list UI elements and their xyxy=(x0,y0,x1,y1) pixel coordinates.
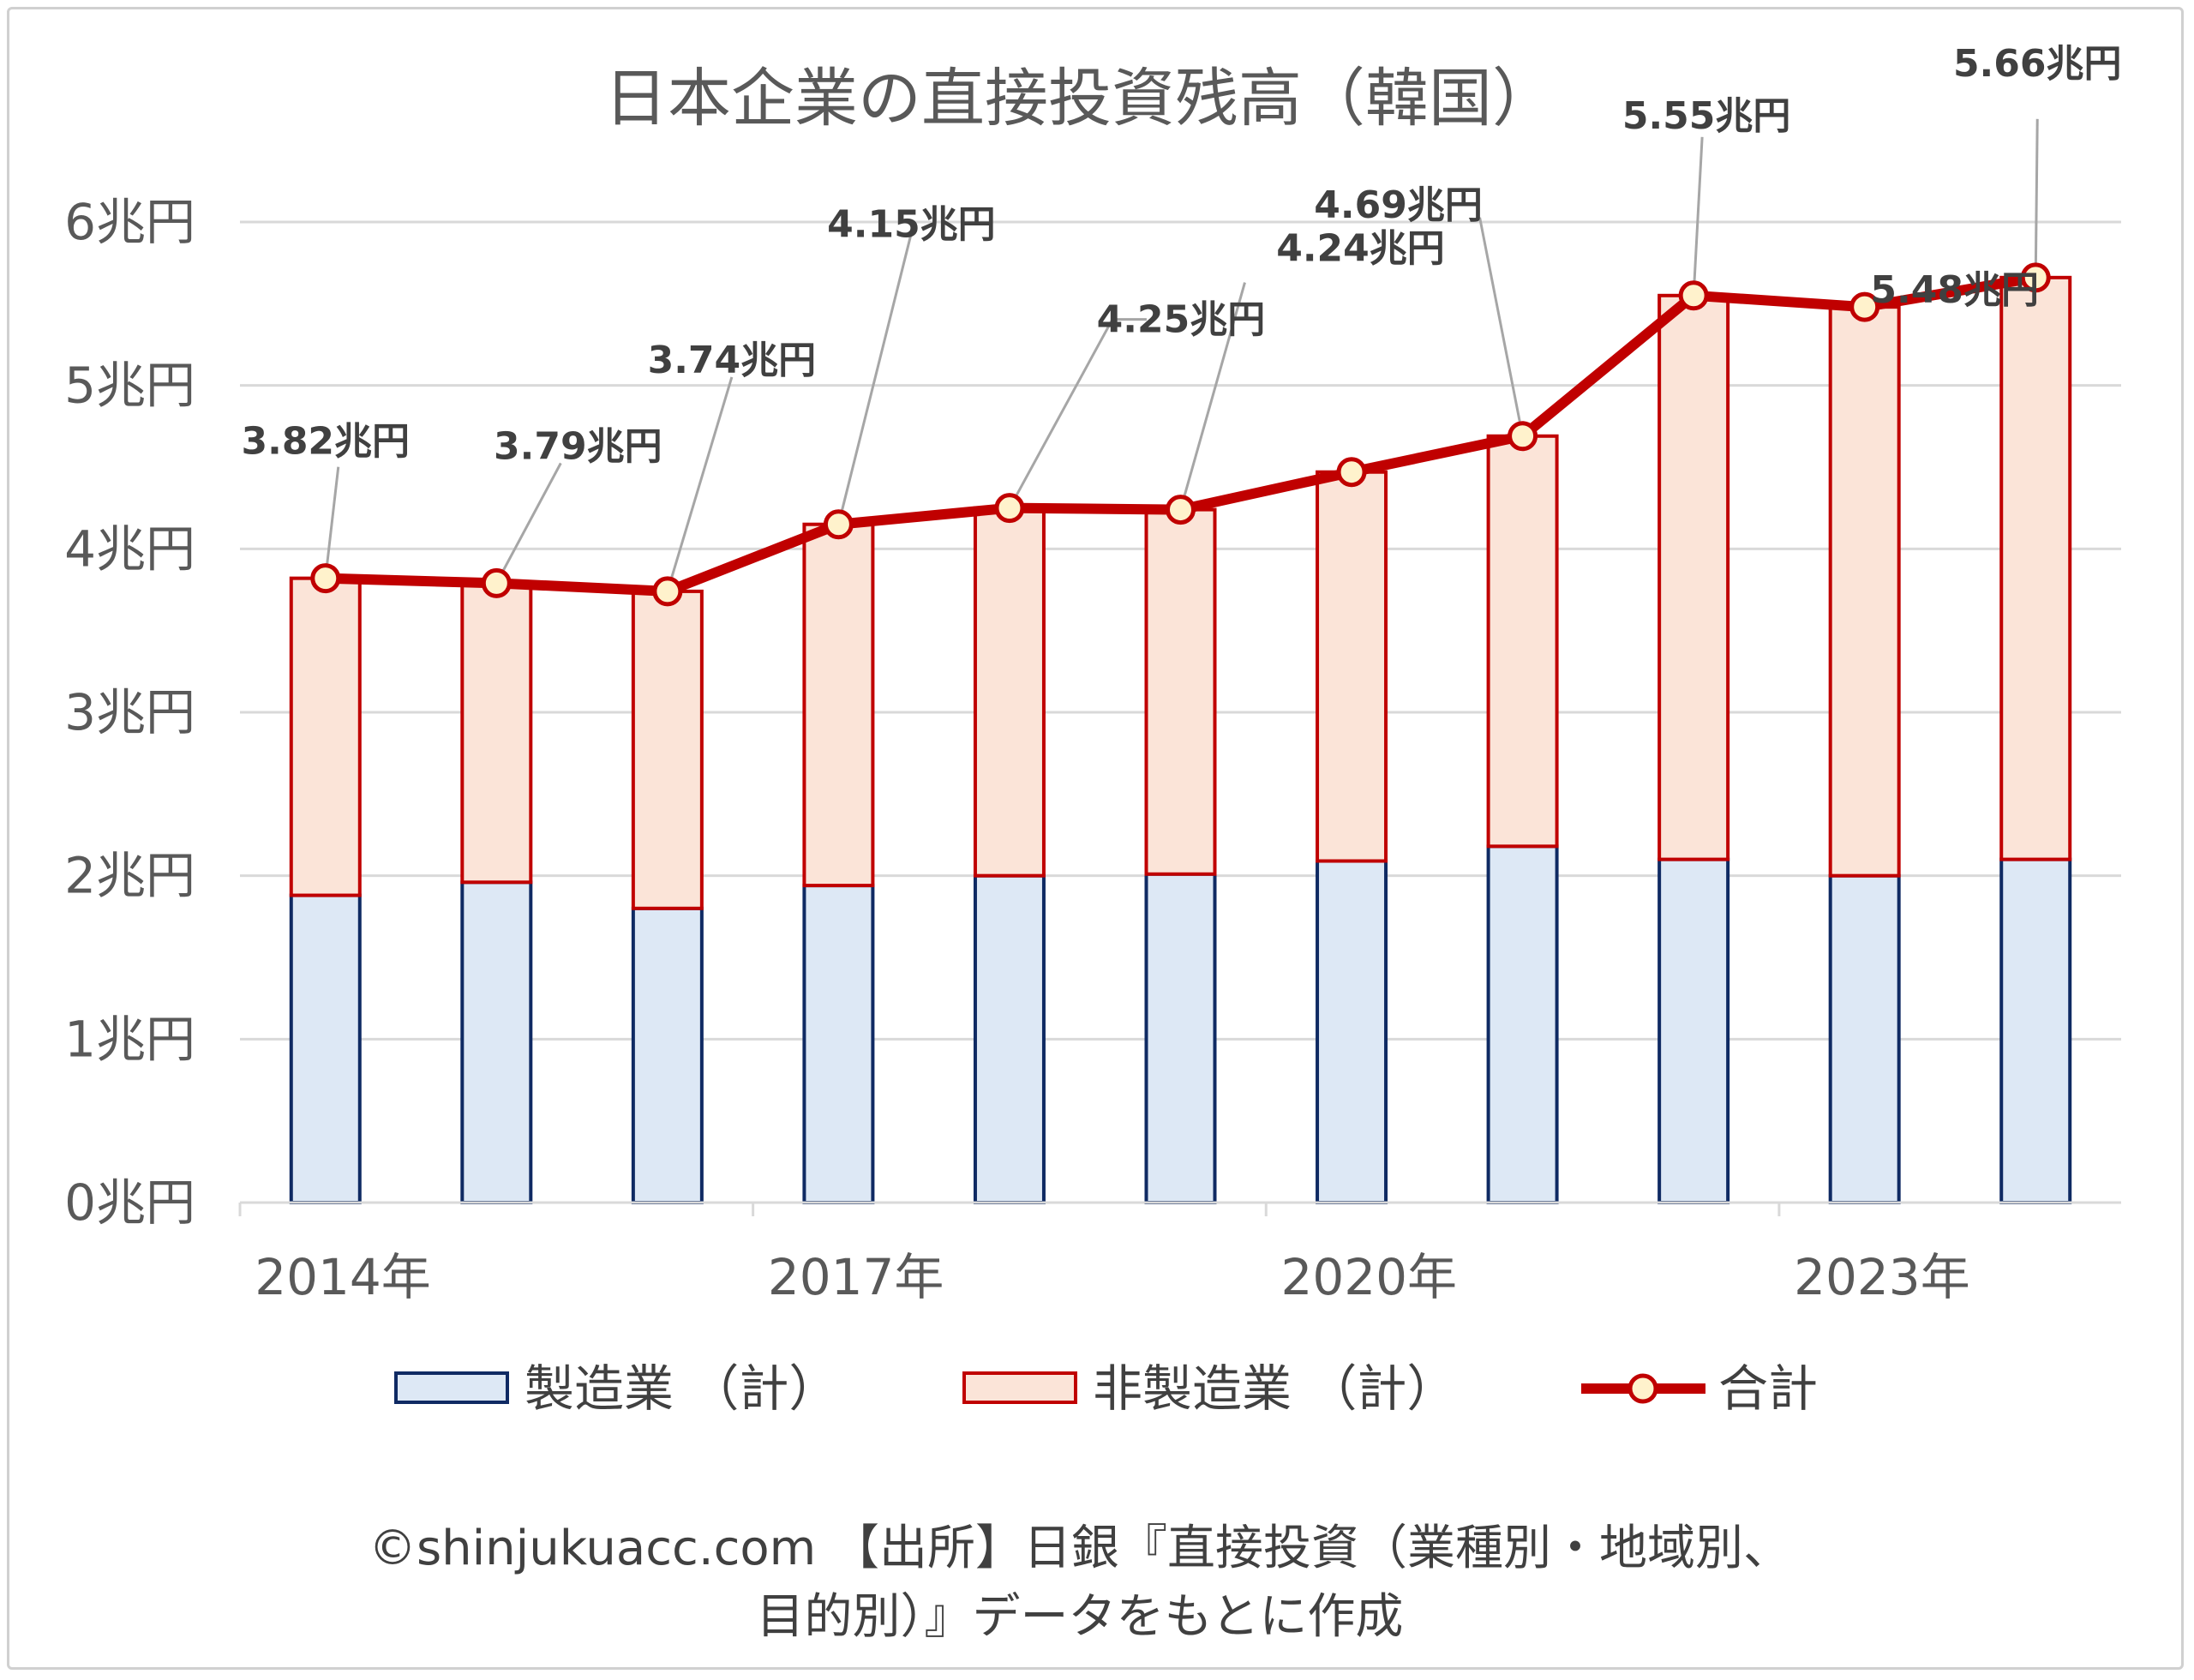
legend: 製造業 （計） 非製造業 （計） 合計 xyxy=(394,1359,1818,1418)
data-label: 4.69兆円 xyxy=(1314,183,1483,227)
bar-manufacturing xyxy=(1999,857,2072,1204)
bar-non-manufacturing xyxy=(973,506,1046,878)
bar-non-manufacturing xyxy=(1316,470,1388,863)
leader-line xyxy=(495,462,562,585)
data-label: 4.25兆円 xyxy=(1097,298,1266,342)
total-marker xyxy=(310,563,341,594)
total-marker xyxy=(2020,262,2051,293)
bar-manufacturing xyxy=(631,906,704,1205)
legend-label-non-manufacturing: 非製造業 （計） xyxy=(1093,1359,1456,1418)
x-tick-label: 2017年 xyxy=(768,1248,944,1306)
y-tick-label: 0兆円 xyxy=(64,1173,195,1232)
source-line-2: 目的別）』データをもとに作成 xyxy=(757,1589,1404,1645)
bar-non-manufacturing xyxy=(802,522,875,888)
total-marker xyxy=(1849,291,1880,322)
data-label: 4.24兆円 xyxy=(1276,227,1445,271)
chart-frame xyxy=(7,7,2184,1670)
legend-swatch-manufacturing xyxy=(394,1371,509,1404)
data-labels: 3.82兆円 3.79兆円 3.74兆円 4.15兆円 4.25兆円4.24兆円4.69… xyxy=(241,42,2121,469)
total-marker xyxy=(652,576,683,607)
bar-manufacturing xyxy=(460,880,533,1204)
data-label: 4.15兆円 xyxy=(827,203,996,247)
x-tick-label: 2014年 xyxy=(255,1248,431,1306)
y-tick-label: 2兆円 xyxy=(64,847,195,905)
legend-label-manufacturing: 製造業 （計） xyxy=(525,1359,838,1418)
source-line-1: ©shinjukuacc.com 【出所】日銀『直接投資（業種別・地域別、 xyxy=(369,1521,1791,1576)
chart-title: 日本企業の直接投資残高（韓国） xyxy=(604,62,1556,135)
leader-line xyxy=(1008,318,1147,509)
total-marker xyxy=(1508,421,1538,452)
total-marker xyxy=(1166,495,1196,525)
data-label: 5.66兆円 xyxy=(1953,42,2122,86)
bar-non-manufacturing xyxy=(631,589,704,910)
bars xyxy=(289,275,2072,1205)
y-axis: 0兆円 1兆円 2兆円 3兆円 4兆円 5兆円 6兆円 xyxy=(64,193,195,1232)
bar-manufacturing xyxy=(802,884,875,1205)
y-tick-label: 6兆円 xyxy=(64,193,195,251)
data-label: 5.48兆円 xyxy=(1870,268,2039,312)
bar-non-manufacturing xyxy=(1657,293,1730,861)
leader-line xyxy=(1478,217,1525,437)
x-tick-label: 2023年 xyxy=(1794,1248,1970,1306)
bar-non-manufacturing xyxy=(460,581,533,885)
bar-manufacturing xyxy=(1316,859,1388,1204)
total-marker xyxy=(481,567,512,598)
leader-line xyxy=(324,466,340,579)
data-label: 5.55兆円 xyxy=(1622,94,1791,138)
y-tick-label: 4兆円 xyxy=(64,519,195,578)
bar-manufacturing xyxy=(1486,844,1559,1204)
bar-non-manufacturing xyxy=(1828,305,1901,878)
bar-non-manufacturing xyxy=(289,576,362,897)
y-tick-label: 3兆円 xyxy=(64,683,195,741)
x-tick-label: 2020年 xyxy=(1280,1248,1457,1306)
total-marker xyxy=(1678,280,1709,311)
legend-label-total: 合計 xyxy=(1718,1359,1818,1418)
bar-manufacturing xyxy=(973,873,1046,1205)
leader-line xyxy=(1692,136,1704,296)
total-marker xyxy=(1336,457,1367,488)
bar-manufacturing xyxy=(1828,873,1901,1205)
gridlines xyxy=(240,220,2121,1041)
data-label: 3.74兆円 xyxy=(648,339,817,382)
leader-line xyxy=(1179,282,1246,510)
total-marker xyxy=(823,509,854,540)
bar-manufacturing xyxy=(289,893,362,1204)
total-line xyxy=(310,262,2051,607)
bar-manufacturing xyxy=(1657,857,1730,1204)
legend-marker-total xyxy=(1628,1373,1658,1404)
bar-non-manufacturing xyxy=(1999,275,2072,861)
leader-line xyxy=(836,232,913,525)
data-label: 3.79兆円 xyxy=(494,424,662,468)
leader-lines xyxy=(324,118,2039,592)
x-axis: 2014年 2017年 2020年 2023年 xyxy=(238,1201,2121,1306)
bar-manufacturing xyxy=(1144,872,1217,1204)
data-label: 3.82兆円 xyxy=(241,420,410,464)
bar-non-manufacturing xyxy=(1486,434,1559,849)
y-tick-label: 5兆円 xyxy=(64,357,195,415)
y-tick-label: 1兆円 xyxy=(64,1010,195,1068)
total-marker xyxy=(994,493,1025,524)
leader-line xyxy=(2034,118,2039,278)
leader-line xyxy=(666,376,734,592)
bar-non-manufacturing xyxy=(1144,507,1217,876)
legend-swatch-non-manufacturing xyxy=(962,1371,1077,1404)
